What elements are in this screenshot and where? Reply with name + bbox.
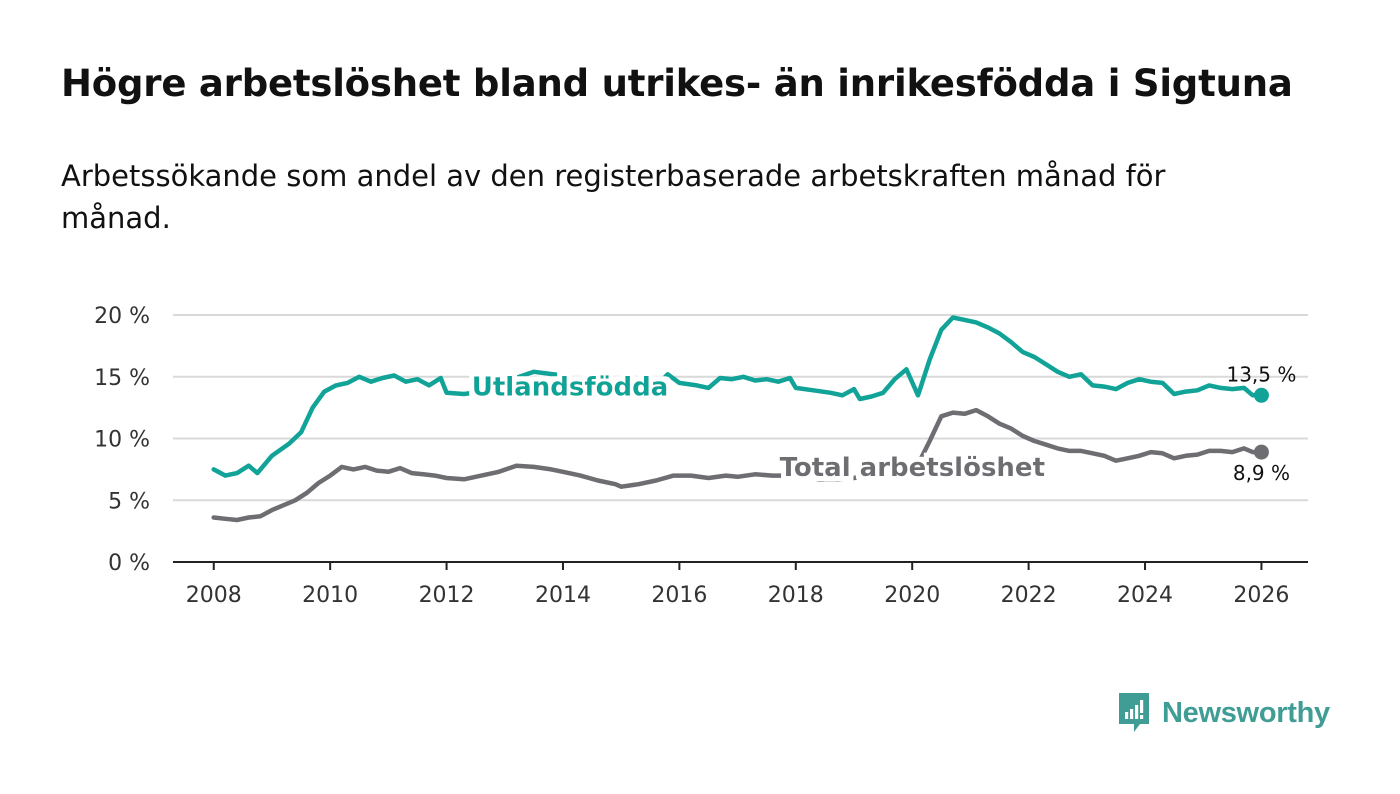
brand-name: Newsworthy — [1162, 696, 1330, 729]
y-tick-label: 0 % — [108, 551, 150, 576]
chart-subtitle: Arbetssökande som andel av den registerb… — [61, 159, 1166, 235]
newsworthy-brand[interactable]: Newsworthy — [1116, 690, 1330, 736]
newsworthy-logo-icon — [1119, 693, 1149, 732]
x-tick-label: 2008 — [186, 583, 242, 608]
end-value-label: 8,9 % — [1233, 461, 1290, 485]
series-endpoint — [1253, 387, 1269, 403]
axes: 0 % 5 % 10 % 15 % 20 % 2008 2010 2012 2014 2016 20… — [94, 304, 1308, 608]
y-tick-label: 15 % — [94, 366, 150, 391]
y-tick-label: 20 % — [94, 304, 150, 329]
x-tick-label: 2018 — [768, 583, 824, 608]
x-tick-label: 2024 — [1117, 583, 1173, 608]
y-tick-label: 10 % — [94, 428, 150, 453]
x-tick-label: 2020 — [884, 583, 940, 608]
x-tick-label: 2022 — [1001, 583, 1057, 608]
series-endpoint — [1253, 444, 1269, 460]
x-tick-label: 2026 — [1233, 583, 1289, 608]
x-tick-label: 2012 — [419, 583, 475, 608]
series-name-label: Total arbetslöshet — [780, 453, 1045, 483]
chart-title: Högre arbetslöshet bland utrikes- än inr… — [61, 62, 1293, 105]
gridlines — [173, 314, 1308, 502]
series-lines — [211, 315, 1269, 523]
series-line-utlandsfodda — [211, 315, 1264, 478]
x-tick-label: 2014 — [535, 583, 591, 608]
x-tick-label: 2010 — [302, 583, 358, 608]
x-tick-label: 2016 — [651, 583, 707, 608]
end-value-label: 13,5 % — [1226, 362, 1296, 386]
series-labels: 13,5 % 8,9 % Utlandsfödda Total arbetslöshe… — [472, 362, 1297, 485]
series-name-label: Utlandsfödda — [472, 373, 669, 403]
y-tick-label: 5 % — [108, 489, 150, 514]
series-line-total — [211, 407, 1264, 523]
